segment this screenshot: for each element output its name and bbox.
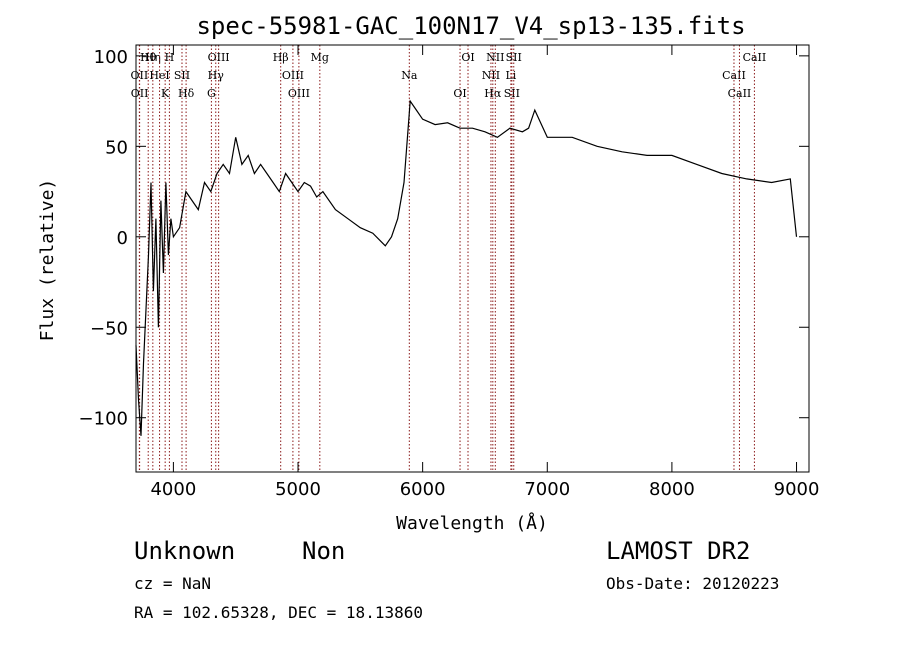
line-marker-label: SII	[506, 51, 522, 64]
subclass-label: Non	[302, 537, 346, 565]
line-marker-label: Hθ	[140, 51, 157, 64]
line-marker-label: CaII	[722, 69, 746, 82]
line-marker-label: NII	[482, 69, 500, 82]
series-group	[135, 99, 798, 436]
y-tick-label: 0	[117, 228, 128, 249]
line-marker-label: Li	[505, 69, 516, 82]
x-tick-label: 9000	[774, 479, 820, 500]
x-tick-label: 5000	[275, 479, 321, 500]
x-tick-label: 7000	[524, 479, 570, 500]
x-tick-label: 8000	[649, 479, 695, 500]
line-marker-label: H	[165, 51, 175, 64]
x-tick-label: 4000	[150, 479, 196, 500]
line-marker-label: Hβ	[273, 51, 289, 64]
radec-label: RA = 102.65328, DEC = 18.13860	[134, 603, 423, 622]
line-marker-label: OII	[131, 87, 149, 100]
line-marker-label: HeI	[149, 69, 169, 82]
line-marker-label: OI	[453, 87, 466, 100]
line-marker-label: G	[207, 87, 216, 100]
line-markers: Hθ OII OII Hη HeI K H SII Hδ OIII Hγ G Hβ OIII OIII Mg N…	[131, 45, 767, 472]
line-marker-label: SII	[504, 87, 520, 100]
y-axis-label: Flux (relative)	[37, 179, 58, 342]
line-marker-label: CaII	[743, 51, 767, 64]
line-marker-label: Hδ	[178, 87, 195, 100]
line-marker-label: OIII	[282, 69, 304, 82]
line-marker-label: Hη	[145, 51, 161, 64]
class-label: Unknown	[134, 537, 236, 565]
obs-date-label: Obs-Date: 20120223	[606, 574, 780, 593]
x-axis-label: Wavelength (Å)	[396, 512, 548, 534]
line-marker-label: OIII	[288, 87, 310, 100]
line-marker-label: OII	[131, 69, 149, 82]
line-marker-label: Na	[401, 69, 418, 82]
chart-title: spec-55981-GAC_100N17_V4_sp13-135.fits	[196, 12, 745, 40]
y-tick-label: −100	[79, 409, 128, 430]
survey-label: LAMOST DR2	[606, 537, 751, 565]
y-tick-label: −50	[90, 318, 128, 339]
x-axis: 4000 5000 6000 7000 8000 9000	[150, 45, 819, 500]
plot-frame	[135, 44, 810, 473]
line-marker-label: OIII	[208, 51, 230, 64]
line-marker-label: K	[161, 87, 170, 100]
spectrum-line	[135, 99, 798, 436]
line-marker-label: SII	[174, 69, 190, 82]
line-marker-label: OI	[461, 51, 474, 64]
line-marker-label: Hγ	[208, 69, 225, 82]
line-marker-label: CaII	[728, 87, 752, 100]
y-axis: −100 −50 0 50 100	[79, 47, 809, 430]
y-tick-label: 100	[94, 47, 128, 68]
line-marker-label: Hα	[484, 87, 502, 100]
line-marker-label: NII	[486, 51, 504, 64]
x-tick-label: 6000	[400, 479, 446, 500]
cz-label: cz = NaN	[134, 574, 212, 593]
y-tick-label: 50	[105, 137, 128, 158]
line-marker-label: Mg	[311, 51, 329, 64]
